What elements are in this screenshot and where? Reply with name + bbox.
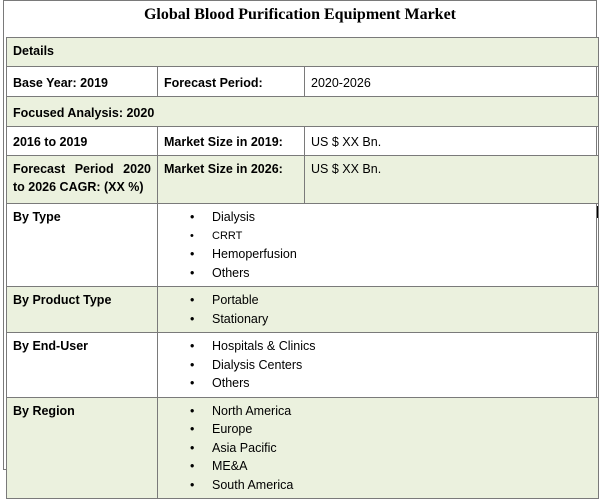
list-item: • Hospitals & Clinics [164,337,592,356]
document-frame: Global Blood Purification Equipment Mark… [3,0,599,499]
market-size-2019-label: Market Size in 2019: [157,126,305,156]
market-size-2026-value: US $ XX Bn. [304,155,599,204]
list-item: • Dialysis Centers [164,356,592,375]
list-item: • South America [164,476,592,495]
list-item: • Dialysis [164,208,592,227]
focused-analysis-row: Focused Analysis: 2020 [6,96,599,127]
bullet-icon: • [190,293,195,307]
focused-analysis-cell: Focused Analysis: 2020 [6,96,599,127]
by-type-list: • Dialysis • CRRT • Hemoperfusion • Others [164,208,592,282]
page-title: Global Blood Purification Equipment Mark… [143,6,456,23]
bullet-icon: • [190,265,195,280]
bullet-icon: • [190,247,195,261]
by-type-list-cell: • Dialysis • CRRT • Hemoperfusion • Others [157,203,599,287]
bullet-icon: • [190,459,195,473]
history-row: 2016 to 2019 Market Size in 2019: US $ X… [6,126,599,156]
list-item: • ME&A [164,457,592,476]
bullet-icon: • [190,339,195,353]
bullet-icon: • [190,311,195,326]
by-end-user-row: By End-User • Hospitals & Clinics • Dialys… [6,332,599,398]
by-region-label: By Region [6,396,158,499]
details-row: Details [6,37,599,67]
list-item: • Others [164,374,592,393]
by-end-user-label: By End-User [6,332,158,398]
bullet-icon: • [190,357,195,372]
bullet-icon: • [190,440,195,455]
text-cursor-icon [597,206,598,218]
base-year-row: Base Year: 2019 Forecast Period: 2020-20… [6,66,599,97]
by-end-user-list-cell: • Hospitals & Clinics • Dialysis Centers •… [157,332,599,398]
bullet-icon: • [190,403,195,418]
market-details-table: Details Base Year: 2019 Forecast Period:… [6,37,599,499]
market-size-2019-value: US $ XX Bn. [304,126,599,156]
history-range-cell: 2016 to 2019 [6,126,158,156]
by-region-row: By Region • North America • Europe • Asia P… [6,396,599,499]
by-type-row: By Type • Dialysis • CRRT • Hemoperfusion •… [6,203,599,287]
list-item: • Portable [164,291,592,310]
by-product-type-list: • Portable • Stationary [164,291,592,328]
by-end-user-list: • Hospitals & Clinics • Dialysis Centers •… [164,337,592,393]
list-item: • Europe [164,420,592,439]
list-item: • CRRT [164,227,592,246]
by-type-label: By Type [6,203,158,287]
by-product-type-label: By Product Type [6,286,158,333]
cagr-row: Forecast Period 2020 to 2026 CAGR: (XX %… [6,155,599,204]
by-region-list-cell: • North America • Europe • Asia Pacific • ME… [157,396,599,499]
market-size-2026-label: Market Size in 2026: [157,155,305,204]
bullet-icon: • [190,376,195,390]
bullet-icon: • [190,210,195,224]
list-item: • Others [164,264,592,283]
list-item: • Hemoperfusion [164,245,592,264]
by-product-type-row: By Product Type • Portable • Stationary [6,286,599,333]
bullet-icon: • [190,477,195,492]
list-item: • Stationary [164,310,592,329]
list-item: • Asia Pacific [164,439,592,458]
bullet-icon: • [190,422,195,436]
by-region-list: • North America • Europe • Asia Pacific • ME… [164,402,592,495]
details-label: Details [6,37,599,67]
forecast-period-label: Forecast Period: [157,66,305,97]
by-product-type-list-cell: • Portable • Stationary [157,286,599,333]
bullet-icon: • [190,229,194,242]
forecast-period-value: 2020-2026 [304,66,599,97]
base-year-cell: Base Year: 2019 [6,66,158,97]
list-item: • North America [164,402,592,421]
cagr-label: Forecast Period 2020 to 2026 CAGR: (XX %… [6,155,158,204]
